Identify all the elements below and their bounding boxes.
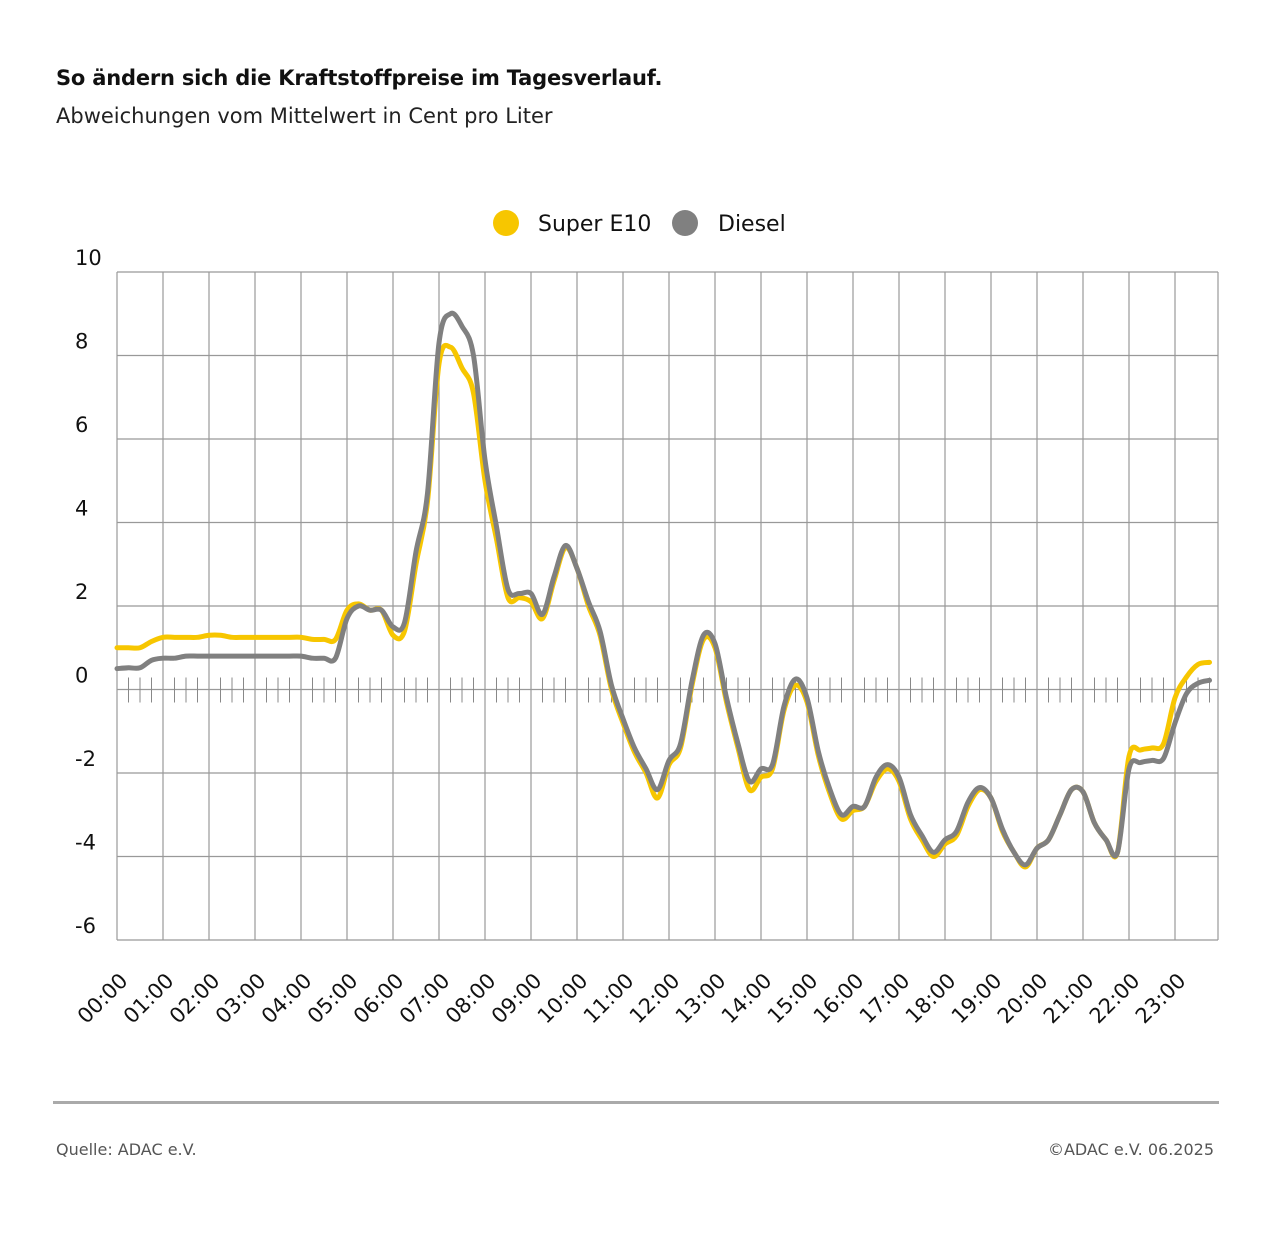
x-tick-label: 11:00 (579, 969, 639, 1029)
x-axis: 00:0001:0002:0003:0004:0005:0006:0007:00… (73, 969, 1191, 1029)
grid (116, 271, 1219, 941)
x-tick-label: 20:00 (993, 969, 1053, 1029)
x-tick-label: 12:00 (625, 969, 685, 1029)
x-tick-label: 15:00 (763, 969, 823, 1029)
x-tick-label: 13:00 (671, 969, 731, 1029)
y-axis: 10 8 6 4 2 0 -2 -4 -6 (75, 246, 102, 938)
x-tick-label: 23:00 (1131, 969, 1191, 1029)
x-tick-label: 02:00 (165, 969, 225, 1029)
y-tick-label: -2 (75, 747, 96, 771)
x-tick-label: 03:00 (211, 969, 271, 1029)
x-tick-label: 05:00 (303, 969, 363, 1029)
legend-label-diesel: Diesel (718, 212, 786, 237)
x-tick-label: 21:00 (1039, 969, 1099, 1029)
x-tick-label: 04:00 (257, 969, 317, 1029)
series-lines (114, 310, 1212, 870)
x-tick-label: 09:00 (487, 969, 547, 1029)
y-tick-label: -4 (75, 831, 96, 855)
x-tick-label: 10:00 (533, 969, 593, 1029)
y-tick-label: 2 (75, 580, 88, 604)
x-tick-label: 00:00 (73, 969, 133, 1029)
source-note: Quelle: ADAC e.V. (56, 1140, 197, 1159)
legend-label-super-e10: Super E10 (538, 212, 651, 237)
y-tick-label: -6 (75, 914, 96, 938)
legend-marker-super-e10 (493, 210, 519, 236)
x-tick-label: 17:00 (855, 969, 915, 1029)
y-tick-label: 6 (75, 413, 88, 437)
x-tick-label: 08:00 (441, 969, 501, 1029)
y-tick-label: 8 (75, 330, 88, 354)
y-tick-label: 10 (75, 246, 102, 270)
y-tick-label: 4 (75, 497, 88, 521)
chart-title: So ändern sich die Kraftstoffpreise im T… (56, 66, 663, 90)
footer-divider (53, 1101, 1219, 1104)
x-tick-label: 14:00 (717, 969, 777, 1029)
x-tick-label: 18:00 (901, 969, 961, 1029)
x-tick-label: 07:00 (395, 969, 455, 1029)
series-line-diesel (114, 310, 1212, 868)
x-tick-label: 19:00 (947, 969, 1007, 1029)
copyright-note: ©ADAC e.V. 06.2025 (1047, 1140, 1214, 1159)
x-tick-label: 01:00 (119, 969, 179, 1029)
x-tick-label: 22:00 (1085, 969, 1145, 1029)
x-tick-label: 06:00 (349, 969, 409, 1029)
chart-subtitle: Abweichungen vom Mittelwert in Cent pro … (56, 104, 553, 128)
y-tick-label: 0 (75, 664, 88, 688)
legend: Super E10 Diesel (493, 210, 786, 237)
legend-marker-diesel (672, 210, 698, 236)
x-tick-label: 16:00 (809, 969, 869, 1029)
